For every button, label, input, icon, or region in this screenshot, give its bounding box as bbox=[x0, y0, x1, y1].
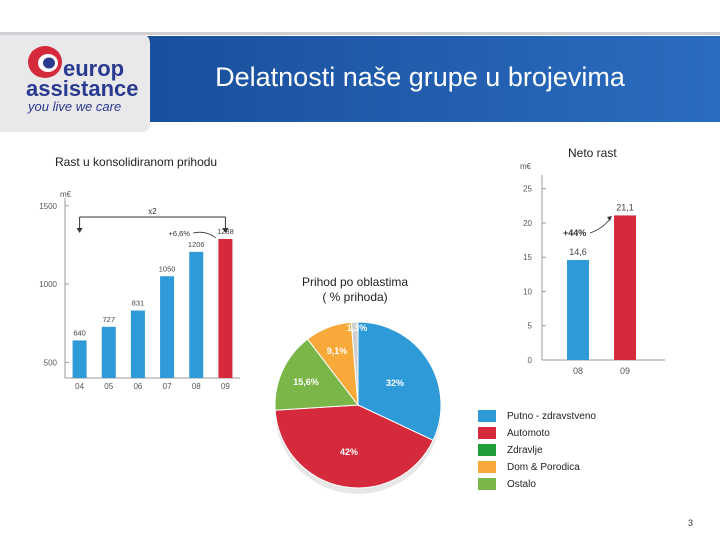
bar bbox=[130, 310, 145, 378]
y-tick-label: 500 bbox=[44, 358, 58, 367]
bar-value-label: 14,6 bbox=[569, 247, 587, 257]
bar-value-label: 21,1 bbox=[616, 202, 634, 212]
y-tick-label: 1500 bbox=[39, 202, 57, 211]
bar bbox=[101, 326, 116, 378]
y-axis-unit: m€ bbox=[60, 190, 72, 199]
annotation-growth: +6,6% bbox=[169, 229, 191, 238]
legend-swatch bbox=[478, 461, 496, 473]
bar bbox=[614, 215, 636, 360]
page-number: 3 bbox=[688, 518, 694, 528]
bar bbox=[567, 259, 589, 360]
arrow-head bbox=[222, 228, 229, 233]
legend-label: Putno - zdravstveno bbox=[507, 411, 596, 422]
chart-title-pie: Prihod po oblastima ( % prihoda) bbox=[301, 275, 409, 304]
legend-label: Dom & Porodica bbox=[507, 462, 580, 473]
legend-swatch bbox=[478, 444, 496, 456]
legend-swatch bbox=[478, 478, 496, 490]
pie-chart: 32% 42% 15,6% 9,1% 1,3% bbox=[274, 321, 442, 494]
x-tick-label: 07 bbox=[163, 382, 172, 391]
y-tick-label: 15 bbox=[523, 253, 532, 262]
pie-slice bbox=[357, 321, 442, 442]
x-tick-label: 05 bbox=[104, 382, 113, 391]
slice-label: 42% bbox=[340, 447, 358, 457]
x-tick-label: 08 bbox=[192, 382, 201, 391]
pie-slice bbox=[274, 404, 434, 489]
revenue-chart: m€ 500 1000 1500 640 04 727 05 831 06 1050 07 1206 08… bbox=[39, 190, 240, 391]
bar bbox=[218, 239, 233, 378]
pie-slice bbox=[274, 338, 359, 411]
x-tick-label: 08 bbox=[573, 366, 583, 376]
bar-value-label: 640 bbox=[73, 328, 86, 337]
bar bbox=[72, 340, 87, 378]
slice-label: 1,3% bbox=[347, 323, 368, 333]
annotation-arrow bbox=[589, 218, 611, 234]
legend-swatch bbox=[478, 410, 496, 422]
legend-label: Ostalo bbox=[507, 479, 536, 490]
y-tick-label: 25 bbox=[523, 185, 532, 194]
y-axis-unit: m€ bbox=[520, 162, 532, 171]
logo-text: assistance bbox=[26, 76, 139, 101]
arrow-head bbox=[607, 216, 612, 221]
legend-swatch bbox=[478, 427, 496, 439]
slice-label: 9,1% bbox=[327, 346, 348, 356]
chart-title-net: Neto rast bbox=[568, 146, 617, 160]
bar-value-label: 727 bbox=[102, 315, 115, 324]
bar-value-label: 831 bbox=[132, 299, 145, 308]
slice-label: 32% bbox=[386, 378, 404, 388]
bar bbox=[189, 251, 204, 378]
legend-label: Automoto bbox=[507, 428, 550, 439]
bar bbox=[160, 276, 175, 378]
y-tick-label: 20 bbox=[523, 219, 532, 228]
y-tick-label: 0 bbox=[528, 356, 533, 365]
logo-text: europ bbox=[63, 56, 125, 81]
chart-title-revenue: Rast u konsolidiranom prihodu bbox=[55, 155, 218, 169]
logo-icon bbox=[28, 46, 62, 78]
bar-value-label: 1050 bbox=[159, 264, 176, 273]
arrow-head bbox=[76, 228, 83, 233]
x-tick-label: 09 bbox=[221, 382, 230, 391]
x-tick-label: 06 bbox=[133, 382, 142, 391]
header-banner bbox=[0, 32, 720, 132]
slice-label: 15,6% bbox=[293, 377, 319, 387]
y-tick-label: 5 bbox=[528, 322, 533, 331]
y-tick-label: 10 bbox=[523, 287, 532, 296]
page-title: Delatnosti naše grupe u brojevima bbox=[215, 62, 625, 92]
legend-label: Zdravlje bbox=[507, 445, 543, 456]
logo-tagline: you live we care bbox=[28, 99, 122, 114]
x-tick-label: 09 bbox=[620, 366, 630, 376]
annotation-x2: x2 bbox=[148, 207, 157, 216]
x-tick-label: 04 bbox=[75, 382, 84, 391]
pie-slice bbox=[350, 321, 359, 406]
net-growth-chart: m€ 0 5 10 15 20 25 14,6 08 21,1 09 +44% bbox=[520, 162, 665, 376]
y-tick-label: 1000 bbox=[39, 280, 57, 289]
annotation-growth: +44% bbox=[563, 228, 586, 238]
bar-value-label: 1206 bbox=[188, 240, 205, 249]
annotation-arrow bbox=[192, 231, 217, 239]
